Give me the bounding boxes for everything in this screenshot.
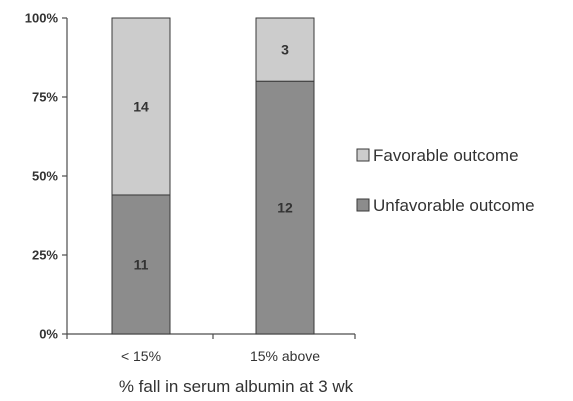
bar-segment [111,17,171,196]
bar-segment [255,17,315,82]
x-category-label: < 15% [121,348,161,364]
data-label: 14 [133,98,149,114]
legend-swatch [356,148,370,162]
data-label: 3 [281,42,289,58]
legend-label: Unfavorable outcome [373,196,535,215]
y-tick-labels: 0% 25% 50% 75% 100% [25,11,59,342]
y-tick-label: 25% [32,248,58,263]
x-category-labels: < 15% 15% above [121,348,320,364]
bars [111,17,315,335]
x-category-label: 15% above [250,348,320,364]
legend-swatch [356,198,370,212]
y-tick-label: 100% [25,11,59,26]
data-label: 11 [134,256,149,272]
y-tick-label: 50% [32,169,58,184]
data-labels: 11 14 12 3 [133,42,293,273]
bar-segment [255,80,315,335]
data-label: 12 [277,200,293,216]
legend: Favorable outcome Unfavorable outcome [356,146,535,215]
legend-label: Favorable outcome [373,146,519,165]
y-tick-label: 75% [32,90,58,105]
x-axis-title: % fall in serum albumin at 3 wk [119,377,354,396]
y-tick-label: 0% [39,327,58,342]
